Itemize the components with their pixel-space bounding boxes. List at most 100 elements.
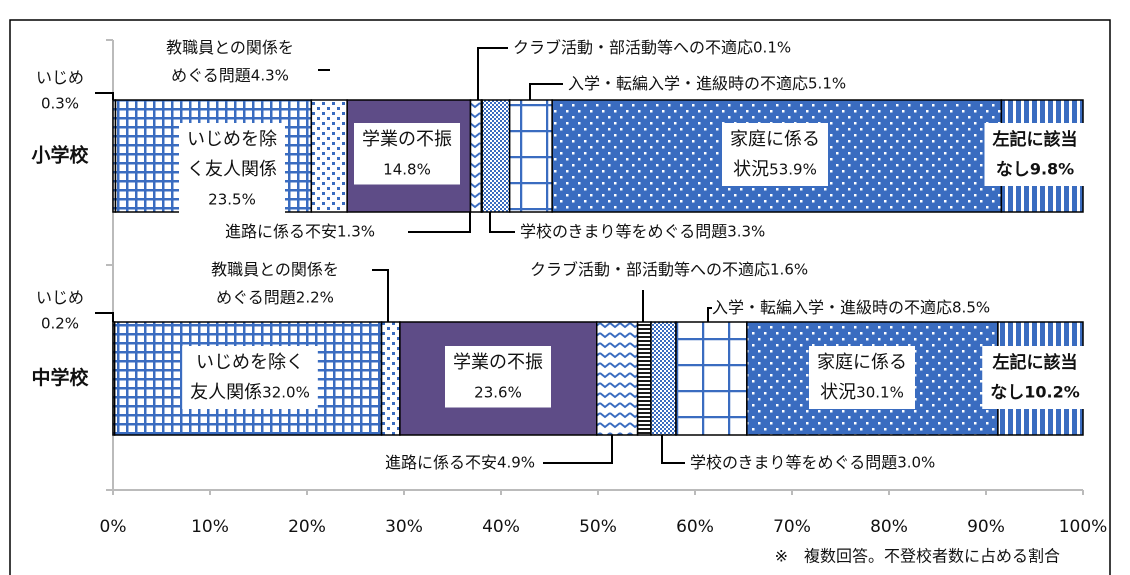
series-name: 家庭に係る状況: [817, 352, 907, 403]
bar-segment: [310, 99, 348, 213]
value-label: 5.1%: [808, 75, 846, 93]
x-tick-label: 80%: [870, 517, 908, 537]
value-label: 3.3%: [727, 223, 765, 241]
note: ※ 複数回答。不登校者数に占める割合: [775, 547, 1060, 566]
label-box: [722, 123, 828, 186]
bar-segment: [508, 99, 553, 213]
series-name: クラブ活動・部活動等への不適応: [530, 260, 770, 279]
label-box: [809, 346, 915, 409]
value-label: 23.5%: [208, 191, 256, 209]
value-label: 4.9%: [497, 454, 535, 472]
leader-line: [95, 92, 114, 100]
label-box: [182, 346, 318, 409]
series-name: 教職員との関係をめぐる問題: [166, 38, 294, 85]
bar-segment: [469, 99, 483, 213]
category-label: 小学校: [31, 144, 89, 167]
data-label: いじめ 0.3%: [36, 68, 114, 113]
leader-line: [408, 212, 471, 233]
data-label: クラブ活動・部活動等への不適応 1.6%: [530, 260, 808, 322]
data-label: 進路に係る不安 1.3%: [225, 212, 471, 241]
value-label: 32.0%: [262, 384, 310, 402]
bar-segment: [380, 321, 401, 436]
leader-line: [707, 307, 712, 322]
data-label: 学校のきまり等をめぐる問題 3.3%: [489, 212, 765, 241]
series-name: 進路に係る不安: [225, 222, 337, 241]
data-label: 学業の不振 14.8%: [354, 123, 460, 185]
data-label: 家庭に係る状況 30.1%: [809, 346, 915, 409]
series-name: いじめを除く友人関係: [190, 352, 304, 403]
series-name: 左記に該当なし: [990, 352, 1077, 403]
value-label: 0.2%: [41, 315, 79, 333]
series-name: 入学・転編入学・進級時の不適応: [712, 298, 952, 317]
series-name: 入学・転編入学・進級時の不適応: [568, 74, 808, 93]
series-name: 教職員との関係をめぐる問題: [211, 260, 339, 307]
x-tick-label: 70%: [773, 517, 811, 537]
value-label: 10.2%: [1024, 383, 1080, 402]
series-name: 学校のきまり等をめぐる問題: [690, 453, 897, 472]
data-label: 学業の不振 23.6%: [445, 346, 551, 408]
series-name: いじめ: [36, 68, 84, 87]
data-label: 入学・転編入学・進級時の不適応 5.1%: [529, 74, 846, 100]
data-label: 左記に該当なし 9.8%: [984, 123, 1086, 186]
series-name: 学校のきまり等をめぐる問題: [520, 222, 727, 241]
series-name: いじめを除く友人関係: [187, 129, 277, 180]
data-label: いじめ 0.2%: [36, 288, 114, 333]
data-label: 学校のきまり等をめぐる問題 3.0%: [661, 435, 935, 472]
leader-line: [95, 312, 114, 322]
value-label: 9.8%: [1030, 160, 1074, 179]
label-box: [982, 346, 1088, 409]
value-label: 8.5%: [952, 299, 990, 317]
value-label: 1.6%: [770, 261, 808, 279]
label-box: [984, 123, 1086, 186]
series-name: クラブ活動・部活動等への不適応: [513, 38, 753, 57]
x-tick-label: 10%: [191, 517, 229, 537]
x-tick-label: 30%: [385, 517, 423, 537]
value-label: 0.3%: [41, 95, 79, 113]
value-label: 30.1%: [856, 384, 904, 402]
series-name: 進路に係る不安: [385, 453, 497, 472]
x-tick-label: 60%: [676, 517, 714, 537]
data-label: 進路に係る不安 4.9%: [385, 435, 613, 472]
value-label: 1.3%: [337, 223, 375, 241]
bar-segment: [650, 321, 677, 436]
leader-line: [372, 269, 389, 322]
bar-segment: [636, 321, 652, 436]
x-tick-label: 100%: [1059, 517, 1108, 537]
x-tick-label: 50%: [579, 517, 617, 537]
label-box: [354, 123, 460, 185]
bar-segment: [675, 321, 748, 436]
series-name: 家庭に係る状況: [730, 129, 820, 180]
leader-line: [477, 47, 508, 100]
data-label: 家庭に係る状況 53.9%: [722, 123, 828, 186]
value-label: 3.0%: [897, 454, 935, 472]
leader-line: [489, 212, 515, 233]
data-label: 教職員との関係をめぐる問題 4.3%: [166, 38, 330, 85]
x-tick-label: 0%: [100, 517, 127, 537]
value-label: 2.2%: [296, 289, 334, 307]
bar-segment: [595, 321, 639, 436]
leader-line: [529, 83, 563, 100]
leader-line: [661, 435, 685, 464]
data-label: クラブ活動・部活動等への不適応 0.1%: [477, 38, 791, 100]
value-label: 0.1%: [753, 39, 791, 57]
data-label: 入学・転編入学・進級時の不適応 8.5%: [707, 298, 990, 322]
series-name: 左記に該当なし: [993, 129, 1078, 180]
x-tick-label: 90%: [967, 517, 1005, 537]
value-label: 53.9%: [769, 161, 817, 179]
value-label: 14.8%: [383, 161, 431, 179]
value-label: 4.3%: [251, 67, 289, 85]
series-name: 学業の不振: [362, 129, 452, 150]
series-name: いじめ: [36, 288, 84, 307]
leader-line: [543, 435, 613, 464]
bar-segment: [481, 99, 511, 213]
x-tick-label: 20%: [288, 517, 326, 537]
label-box: [445, 346, 551, 408]
x-tick-label: 40%: [482, 517, 520, 537]
data-label: 左記に該当なし 10.2%: [982, 346, 1088, 409]
data-label: いじめを除く友人関係 32.0%: [182, 346, 318, 409]
data-label: いじめを除く友人関係 23.5%: [179, 123, 285, 215]
data-label: 教職員との関係をめぐる問題 2.2%: [211, 260, 389, 322]
value-label: 23.6%: [474, 384, 522, 402]
series-name: 学業の不振: [453, 352, 543, 373]
